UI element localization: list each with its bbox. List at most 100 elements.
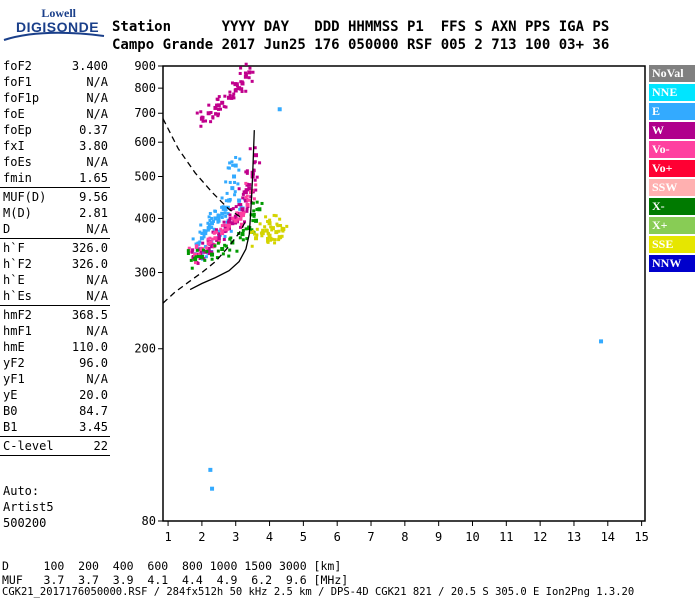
data-point-echo	[226, 212, 230, 216]
legend-item: NNE	[649, 84, 695, 101]
data-point-echo	[199, 247, 203, 251]
param-name: B1	[3, 420, 18, 434]
data-point-echo	[251, 70, 255, 74]
data-point-echo	[241, 228, 245, 232]
param-row: D N/A	[0, 221, 112, 237]
data-point-echo	[244, 62, 248, 66]
autoscaling-info: Auto: Artist5 500200	[3, 483, 54, 531]
data-point-echo	[269, 236, 273, 240]
data-point-echo	[199, 250, 203, 254]
logo-swoosh-icon	[3, 31, 105, 41]
data-point-echo	[285, 224, 289, 228]
x-tick-label: 14	[601, 530, 615, 544]
data-point-echo	[221, 205, 225, 209]
data-point-echo	[187, 246, 191, 250]
legend-item: Vo-	[649, 141, 695, 158]
data-point-echo	[238, 214, 242, 218]
data-point-echo	[239, 204, 243, 208]
data-point-echo	[217, 217, 221, 221]
data-point-echo	[279, 224, 283, 228]
data-point-echo	[281, 229, 285, 233]
param-row: h`F2 326.0	[0, 256, 112, 272]
data-point-echo	[215, 256, 219, 260]
data-point-echo	[228, 180, 232, 184]
data-point-echo	[194, 245, 198, 249]
data-point	[216, 103, 221, 108]
data-point-echo	[260, 201, 264, 205]
data-point	[232, 174, 237, 179]
data-point-echo	[236, 182, 240, 186]
data-point-echo	[249, 230, 253, 234]
legend-item: NNW	[649, 255, 695, 272]
data-point	[220, 246, 225, 251]
data-point-echo	[239, 217, 243, 221]
data-point-echo	[238, 236, 242, 240]
data-point-echo	[232, 96, 236, 100]
data-point-echo	[199, 110, 203, 114]
y-tick-label: 400	[134, 211, 156, 225]
data-point-echo	[233, 190, 237, 194]
data-point-echo	[245, 182, 249, 186]
data-point-echo	[251, 229, 255, 233]
data-point-echo	[220, 205, 224, 209]
data-point-echo	[207, 103, 211, 107]
data-point-echo	[199, 253, 203, 257]
param-row: MUF(D) 9.56	[0, 189, 112, 205]
data-point	[230, 186, 235, 191]
data-point-echo	[223, 234, 227, 238]
data-point-echo	[251, 188, 255, 192]
param-row: fxI 3.80	[0, 138, 112, 154]
data-point-echo	[191, 237, 195, 241]
data-point-echo	[245, 209, 249, 213]
param-name: foF2	[3, 59, 32, 73]
y-tick-label: 500	[134, 169, 156, 183]
param-value: 326.0	[71, 257, 108, 271]
data-point-echo	[208, 236, 212, 240]
data-point-echo	[198, 230, 202, 234]
data-point-echo	[239, 211, 243, 215]
data-point-echo	[197, 253, 201, 257]
data-point-echo	[244, 227, 248, 231]
param-name: D	[3, 222, 11, 236]
data-point-echo	[224, 244, 228, 248]
data-point-echo	[216, 107, 220, 111]
data-point-echo	[207, 215, 211, 219]
x-tick-label: 13	[567, 530, 581, 544]
data-point-echo	[204, 229, 208, 233]
legend-item: X+	[649, 217, 695, 234]
data-point-echo	[228, 198, 232, 202]
data-point-echo	[259, 231, 263, 235]
muf-table: D 100 200 400 600 800 1000 1500 3000 [km…	[2, 559, 348, 587]
data-point-echo	[238, 207, 242, 211]
param-value: 326.0	[71, 241, 108, 255]
data-point-echo	[244, 188, 248, 192]
y-tick-label: 800	[134, 81, 156, 95]
station-header: Station YYYY DAY DDD HHMMSS P1 FFS S AXN…	[112, 18, 609, 54]
data-point-echo	[203, 258, 207, 262]
x-tick-label: 11	[499, 530, 513, 544]
data-point-echo	[222, 224, 226, 228]
data-point-echo	[240, 87, 244, 91]
data-point-echo	[272, 213, 276, 217]
param-name: B0	[3, 404, 18, 418]
data-point-echo	[201, 241, 205, 245]
data-point-echo	[220, 224, 224, 228]
param-row: B0 84.7	[0, 403, 112, 419]
data-point-echo	[215, 103, 219, 107]
data-point	[213, 105, 218, 110]
data-point-echo	[215, 236, 219, 240]
param-value: 1.65	[79, 171, 108, 185]
data-point-echo	[219, 107, 223, 111]
data-point	[203, 249, 208, 254]
data-point-echo	[245, 207, 249, 211]
data-point-echo	[226, 205, 230, 209]
param-name: MUF(D)	[3, 190, 47, 204]
data-point-echo	[260, 234, 264, 238]
data-point-echo	[228, 237, 232, 241]
header-row1: Station YYYY DAY DDD HHMMSS P1 FFS S AXN…	[112, 19, 610, 35]
plot-frame	[162, 65, 646, 522]
data-point-echo	[253, 232, 257, 236]
param-value: 3.45	[79, 420, 108, 434]
data-point-echo	[199, 124, 203, 128]
